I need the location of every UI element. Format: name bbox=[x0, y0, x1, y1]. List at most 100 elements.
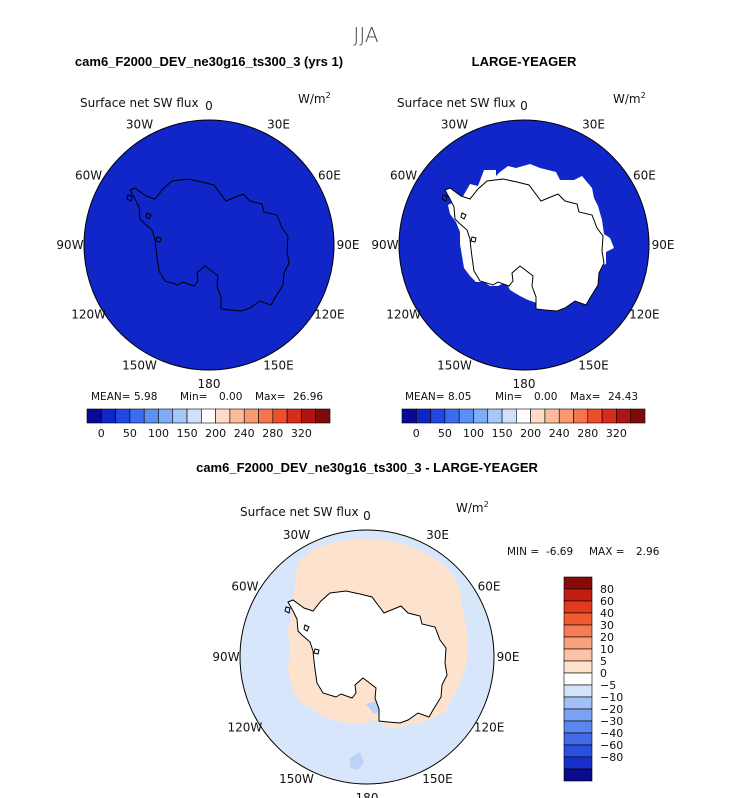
svg-text:0.00: 0.00 bbox=[534, 391, 557, 403]
colorbar-tick-label: 30 bbox=[600, 619, 614, 632]
panel-obs-lon-labels: 0 30E 60E 90E 120E 150E 180 150W 120W 90W 60W 30W bbox=[371, 99, 674, 391]
svg-text:Min=: Min= bbox=[180, 391, 207, 403]
colorbar-swatch bbox=[601, 408, 617, 424]
svg-text:MEAN=: MEAN= bbox=[91, 391, 131, 403]
colorbar-swatch bbox=[563, 684, 593, 698]
colorbar-tick-label: 20 bbox=[600, 631, 614, 644]
panel-obs-colorbar: 0 50 100 150 200 240 280 320 bbox=[401, 408, 646, 440]
colorbar-swatch bbox=[563, 636, 593, 650]
lon-label-180: 180 bbox=[356, 791, 379, 798]
panel-model-stats: MEAN= 5.98 Min= 0.00 Max= 26.96 bbox=[91, 391, 323, 403]
colorbar-tick-label: 10 bbox=[600, 643, 614, 656]
colorbar-swatch bbox=[115, 408, 131, 424]
colorbar-swatch bbox=[563, 696, 593, 710]
lon-label-0: 0 bbox=[520, 99, 528, 113]
lon-label-150e: 150E bbox=[578, 358, 609, 372]
lon-label-0: 0 bbox=[205, 99, 213, 113]
colorbar-tick-label: 240 bbox=[234, 427, 255, 440]
colorbar-swatch bbox=[473, 408, 489, 424]
colorbar-tick-label: 280 bbox=[262, 427, 283, 440]
panel-diff-units: W/m2 bbox=[456, 500, 489, 515]
colorbar-tick-label: 0 bbox=[98, 427, 105, 440]
lon-label-60w: 60W bbox=[75, 169, 102, 183]
svg-text:0.00: 0.00 bbox=[219, 391, 242, 403]
colorbar-swatch bbox=[143, 408, 159, 424]
colorbar-tick-label: 80 bbox=[600, 583, 614, 596]
lon-label-90e: 90E bbox=[652, 238, 675, 252]
colorbar-tick-label: −5 bbox=[600, 679, 616, 692]
lon-label-120e: 120E bbox=[314, 308, 345, 322]
lon-label-60w: 60W bbox=[231, 580, 258, 594]
lon-label-30w: 30W bbox=[126, 118, 153, 132]
colorbar-tick-label: 60 bbox=[600, 595, 614, 608]
colorbar-tick-label: 0 bbox=[600, 667, 607, 680]
lon-label-60e: 60E bbox=[318, 169, 341, 183]
colorbar-swatch bbox=[563, 768, 593, 782]
colorbar-swatch bbox=[530, 408, 546, 424]
panel-obs-units: W/m2 bbox=[613, 91, 646, 106]
colorbar-tick-label: 320 bbox=[291, 427, 312, 440]
colorbar-tick-label: 40 bbox=[600, 607, 614, 620]
lon-label-90e: 90E bbox=[337, 238, 360, 252]
colorbar-swatch bbox=[558, 408, 574, 424]
lon-label-30w: 30W bbox=[441, 118, 468, 132]
colorbar-tick-label: 100 bbox=[463, 427, 484, 440]
colorbar-swatch bbox=[243, 408, 259, 424]
lon-label-150e: 150E bbox=[263, 358, 294, 372]
lon-label-30w: 30W bbox=[283, 528, 310, 542]
colorbar-tick-label: 5 bbox=[600, 655, 607, 668]
lon-label-90w: 90W bbox=[56, 238, 83, 252]
colorbar-swatch bbox=[544, 408, 560, 424]
colorbar-swatch bbox=[616, 408, 631, 424]
colorbar-swatch bbox=[516, 408, 531, 424]
colorbar-swatch bbox=[286, 408, 302, 424]
lon-label-120e: 120E bbox=[474, 721, 505, 735]
panel-obs: LARGE-YEAGER Surface net SW flux W/m2 0 3… bbox=[371, 54, 674, 440]
colorbar-tick-label: −20 bbox=[600, 703, 623, 716]
lon-label-90e: 90E bbox=[497, 650, 520, 664]
colorbar-swatch bbox=[563, 600, 593, 614]
colorbar-swatch bbox=[258, 408, 274, 424]
colorbar-tick-label: −80 bbox=[600, 751, 623, 764]
svg-text:8.05: 8.05 bbox=[448, 391, 471, 403]
colorbar-swatch bbox=[563, 744, 593, 758]
lon-label-150w: 150W bbox=[437, 358, 472, 372]
svg-text:-6.69: -6.69 bbox=[546, 546, 573, 558]
colorbar-swatch bbox=[229, 408, 245, 424]
panel-obs-title: LARGE-YEAGER bbox=[472, 54, 577, 69]
panel-diff-negative-spot bbox=[350, 752, 364, 770]
panel-diff-frame bbox=[239, 529, 495, 785]
lon-label-30e: 30E bbox=[267, 118, 290, 132]
colorbar-tick-label: 100 bbox=[148, 427, 169, 440]
lon-label-0: 0 bbox=[363, 509, 371, 523]
colorbar-swatch bbox=[563, 672, 593, 686]
panel-model-units: W/m2 bbox=[298, 91, 331, 106]
colorbar-tick-label: −10 bbox=[600, 691, 623, 704]
colorbar-swatch bbox=[100, 408, 116, 424]
panel-diff: cam6_F2000_DEV_ne30g16_ts300_3 - LARGE-Y… bbox=[196, 460, 660, 798]
panel-obs-frame bbox=[398, 119, 650, 371]
lon-label-120w: 120W bbox=[386, 308, 421, 322]
lon-label-60w: 60W bbox=[390, 169, 417, 183]
lon-label-90w: 90W bbox=[371, 238, 398, 252]
panel-model-title: cam6_F2000_DEV_ne30g16_ts300_3 (yrs 1) bbox=[75, 54, 343, 69]
svg-text:2.96: 2.96 bbox=[636, 546, 660, 558]
colorbar-tick-label: 280 bbox=[577, 427, 598, 440]
colorbar-swatch bbox=[415, 408, 431, 424]
colorbar-swatch bbox=[563, 708, 593, 722]
lon-label-30e: 30E bbox=[582, 118, 605, 132]
colorbar-swatch bbox=[201, 408, 216, 424]
colorbar-swatch bbox=[587, 408, 603, 424]
colorbar-swatch bbox=[563, 732, 593, 746]
colorbar-swatch bbox=[563, 720, 593, 734]
panel-model: cam6_F2000_DEV_ne30g16_ts300_3 (yrs 1) S… bbox=[56, 54, 359, 440]
colorbar-swatch bbox=[301, 408, 317, 424]
colorbar-swatch bbox=[86, 408, 102, 424]
colorbar-tick-label: 200 bbox=[520, 427, 541, 440]
colorbar-swatch bbox=[158, 408, 174, 424]
colorbar-tick-label: −60 bbox=[600, 739, 623, 752]
panel-model-colorbar: 0 50 100 150 200 240 280 320 bbox=[86, 408, 331, 440]
colorbar-swatch bbox=[129, 408, 145, 424]
